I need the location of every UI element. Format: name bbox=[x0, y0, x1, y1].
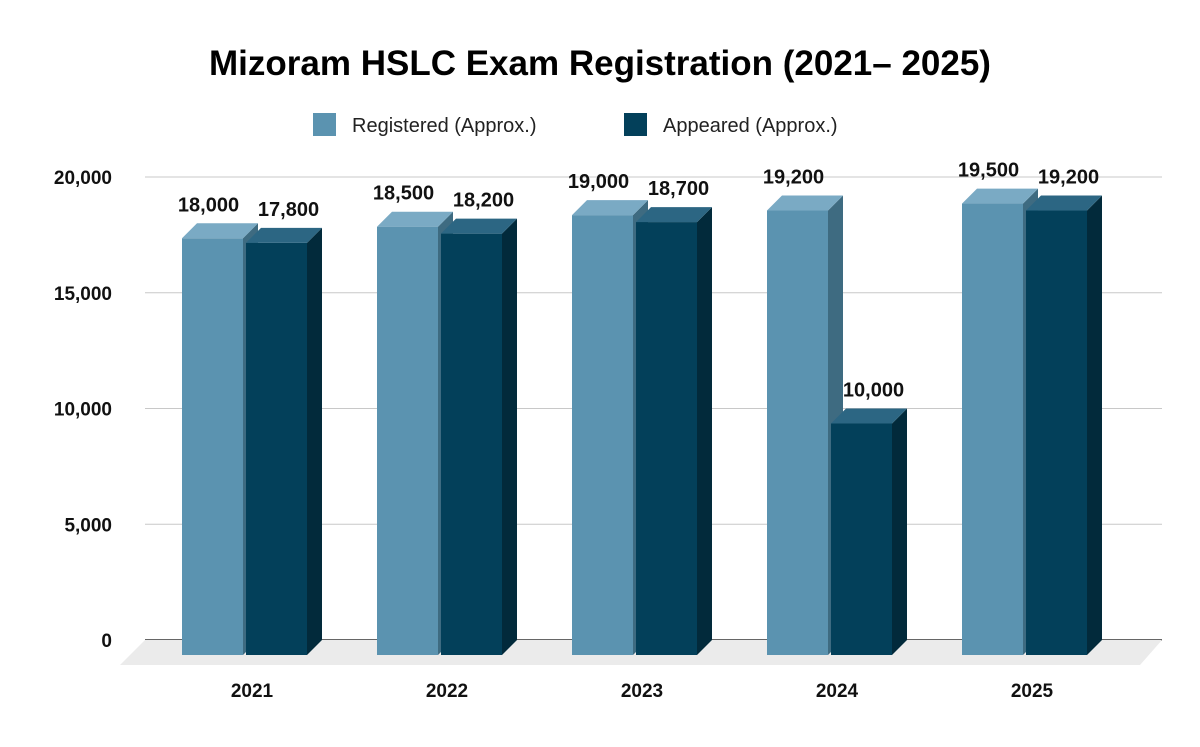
x-tick-label: 2021 bbox=[231, 681, 274, 702]
chart-title: Mizoram HSLC Exam Registration (2021– 20… bbox=[209, 44, 991, 83]
bar-front bbox=[246, 242, 307, 655]
bar-side bbox=[1087, 195, 1102, 655]
bar-side bbox=[892, 408, 907, 655]
data-label: 19,200 bbox=[763, 167, 824, 189]
legend-swatch-registered bbox=[313, 113, 336, 136]
y-tick-label: 15,000 bbox=[54, 284, 112, 305]
x-tick-label: 2023 bbox=[621, 681, 663, 702]
bar-registered-2021 bbox=[182, 223, 258, 656]
data-label: 10,000 bbox=[843, 380, 904, 402]
x-tick-label: 2025 bbox=[1011, 681, 1054, 702]
data-label: 18,700 bbox=[648, 178, 709, 200]
bar-appeared-2022 bbox=[441, 218, 517, 656]
data-label: 18,200 bbox=[453, 190, 514, 212]
bar-top bbox=[441, 218, 517, 234]
bar-top bbox=[572, 200, 648, 216]
bar-appeared-2023 bbox=[636, 207, 712, 655]
legend: Registered (Approx.) Appeared (Approx.) bbox=[313, 113, 838, 137]
bar-front bbox=[572, 215, 633, 655]
legend-label-appeared: Appeared (Approx.) bbox=[663, 115, 838, 137]
bar-front bbox=[1026, 210, 1087, 655]
bar-front bbox=[636, 222, 697, 655]
bar-appeared-2024 bbox=[831, 408, 907, 655]
legend-swatch-appeared bbox=[624, 113, 647, 136]
bar-side bbox=[697, 207, 712, 655]
bar-appeared-2021 bbox=[246, 227, 322, 655]
bar-side bbox=[502, 218, 517, 656]
bar-top bbox=[246, 227, 322, 243]
data-label: 18,000 bbox=[178, 194, 239, 216]
legend-label-registered: Registered (Approx.) bbox=[352, 115, 537, 137]
x-tick-label: 2022 bbox=[426, 681, 468, 702]
bar-front bbox=[182, 238, 243, 656]
bar-side bbox=[307, 227, 322, 655]
bar-top bbox=[182, 223, 258, 239]
data-label: 18,500 bbox=[373, 183, 434, 205]
bar-top bbox=[831, 408, 907, 424]
bar-top bbox=[1026, 195, 1102, 211]
bar-front bbox=[377, 226, 438, 655]
bar-front bbox=[441, 233, 502, 656]
data-label: 17,800 bbox=[258, 199, 319, 221]
bar-appeared-2025 bbox=[1026, 195, 1102, 655]
bar-top bbox=[377, 211, 453, 227]
y-tick-label: 10,000 bbox=[54, 400, 112, 421]
bar-front bbox=[831, 423, 892, 655]
bar-front bbox=[962, 203, 1023, 655]
data-label: 19,200 bbox=[1038, 167, 1099, 189]
data-label: 19,500 bbox=[958, 160, 1019, 182]
y-tick-label: 20,000 bbox=[54, 168, 112, 189]
bar-front bbox=[767, 210, 828, 655]
x-tick-label: 2024 bbox=[816, 681, 859, 702]
data-label: 19,000 bbox=[568, 171, 629, 193]
bar-top bbox=[962, 188, 1038, 204]
bar-top bbox=[636, 207, 712, 223]
bar-top bbox=[767, 195, 843, 211]
y-tick-label: 5,000 bbox=[64, 515, 112, 536]
y-tick-label: 0 bbox=[101, 631, 112, 652]
